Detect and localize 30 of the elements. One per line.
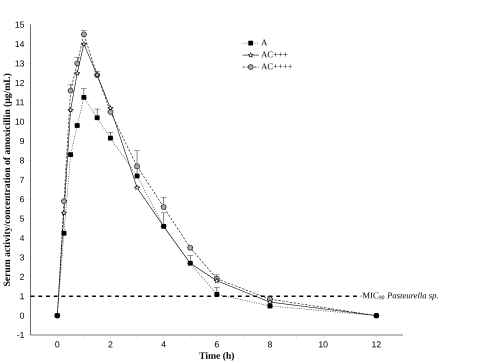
ref-line-label: MIC$_{90}$ Pasteurella sp. [362,292,438,300]
y-tick-label: 6 [20,196,24,202]
x-tick-label: 4 [161,341,166,348]
x-tick-label: 12 [372,341,381,348]
y-tick-label: 7 [20,176,24,183]
y-tick-label: -1 [17,332,24,338]
legend-label: AC+++ [261,52,288,58]
y-tick-label: 2 [20,274,24,280]
legend-label: AC++++ [261,63,292,70]
x-tick-label: 8 [268,341,272,348]
y-tick-label: 12 [15,80,24,86]
x-tick-label: 0 [55,341,60,348]
x-tick-label: 10 [319,341,328,348]
y-tick-label: 11 [16,99,24,106]
y-tick-label: 13 [15,60,24,67]
y-tick-label: 0 [20,312,24,319]
y-tick-label: 1 [20,293,24,300]
x-tick-label: 6 [214,341,219,348]
x-tick-label: 2 [108,341,112,348]
y-tick-label: 15 [15,22,24,28]
y-tick-label: 9 [20,138,24,144]
y-tick-label: 8 [20,157,24,164]
y-tick-label: 4 [20,235,24,242]
legend-label: A [261,40,268,46]
y-tick-label: 3 [20,254,24,261]
y-tick-label: 5 [20,216,24,222]
y-tick-label: 10 [15,118,24,125]
y-axis-title: Serum activity/concentration of amoxicillin (μg/mL) [3,74,12,286]
y-tick-label: 14 [15,41,24,48]
x-axis-title: Time (h) [199,352,234,361]
